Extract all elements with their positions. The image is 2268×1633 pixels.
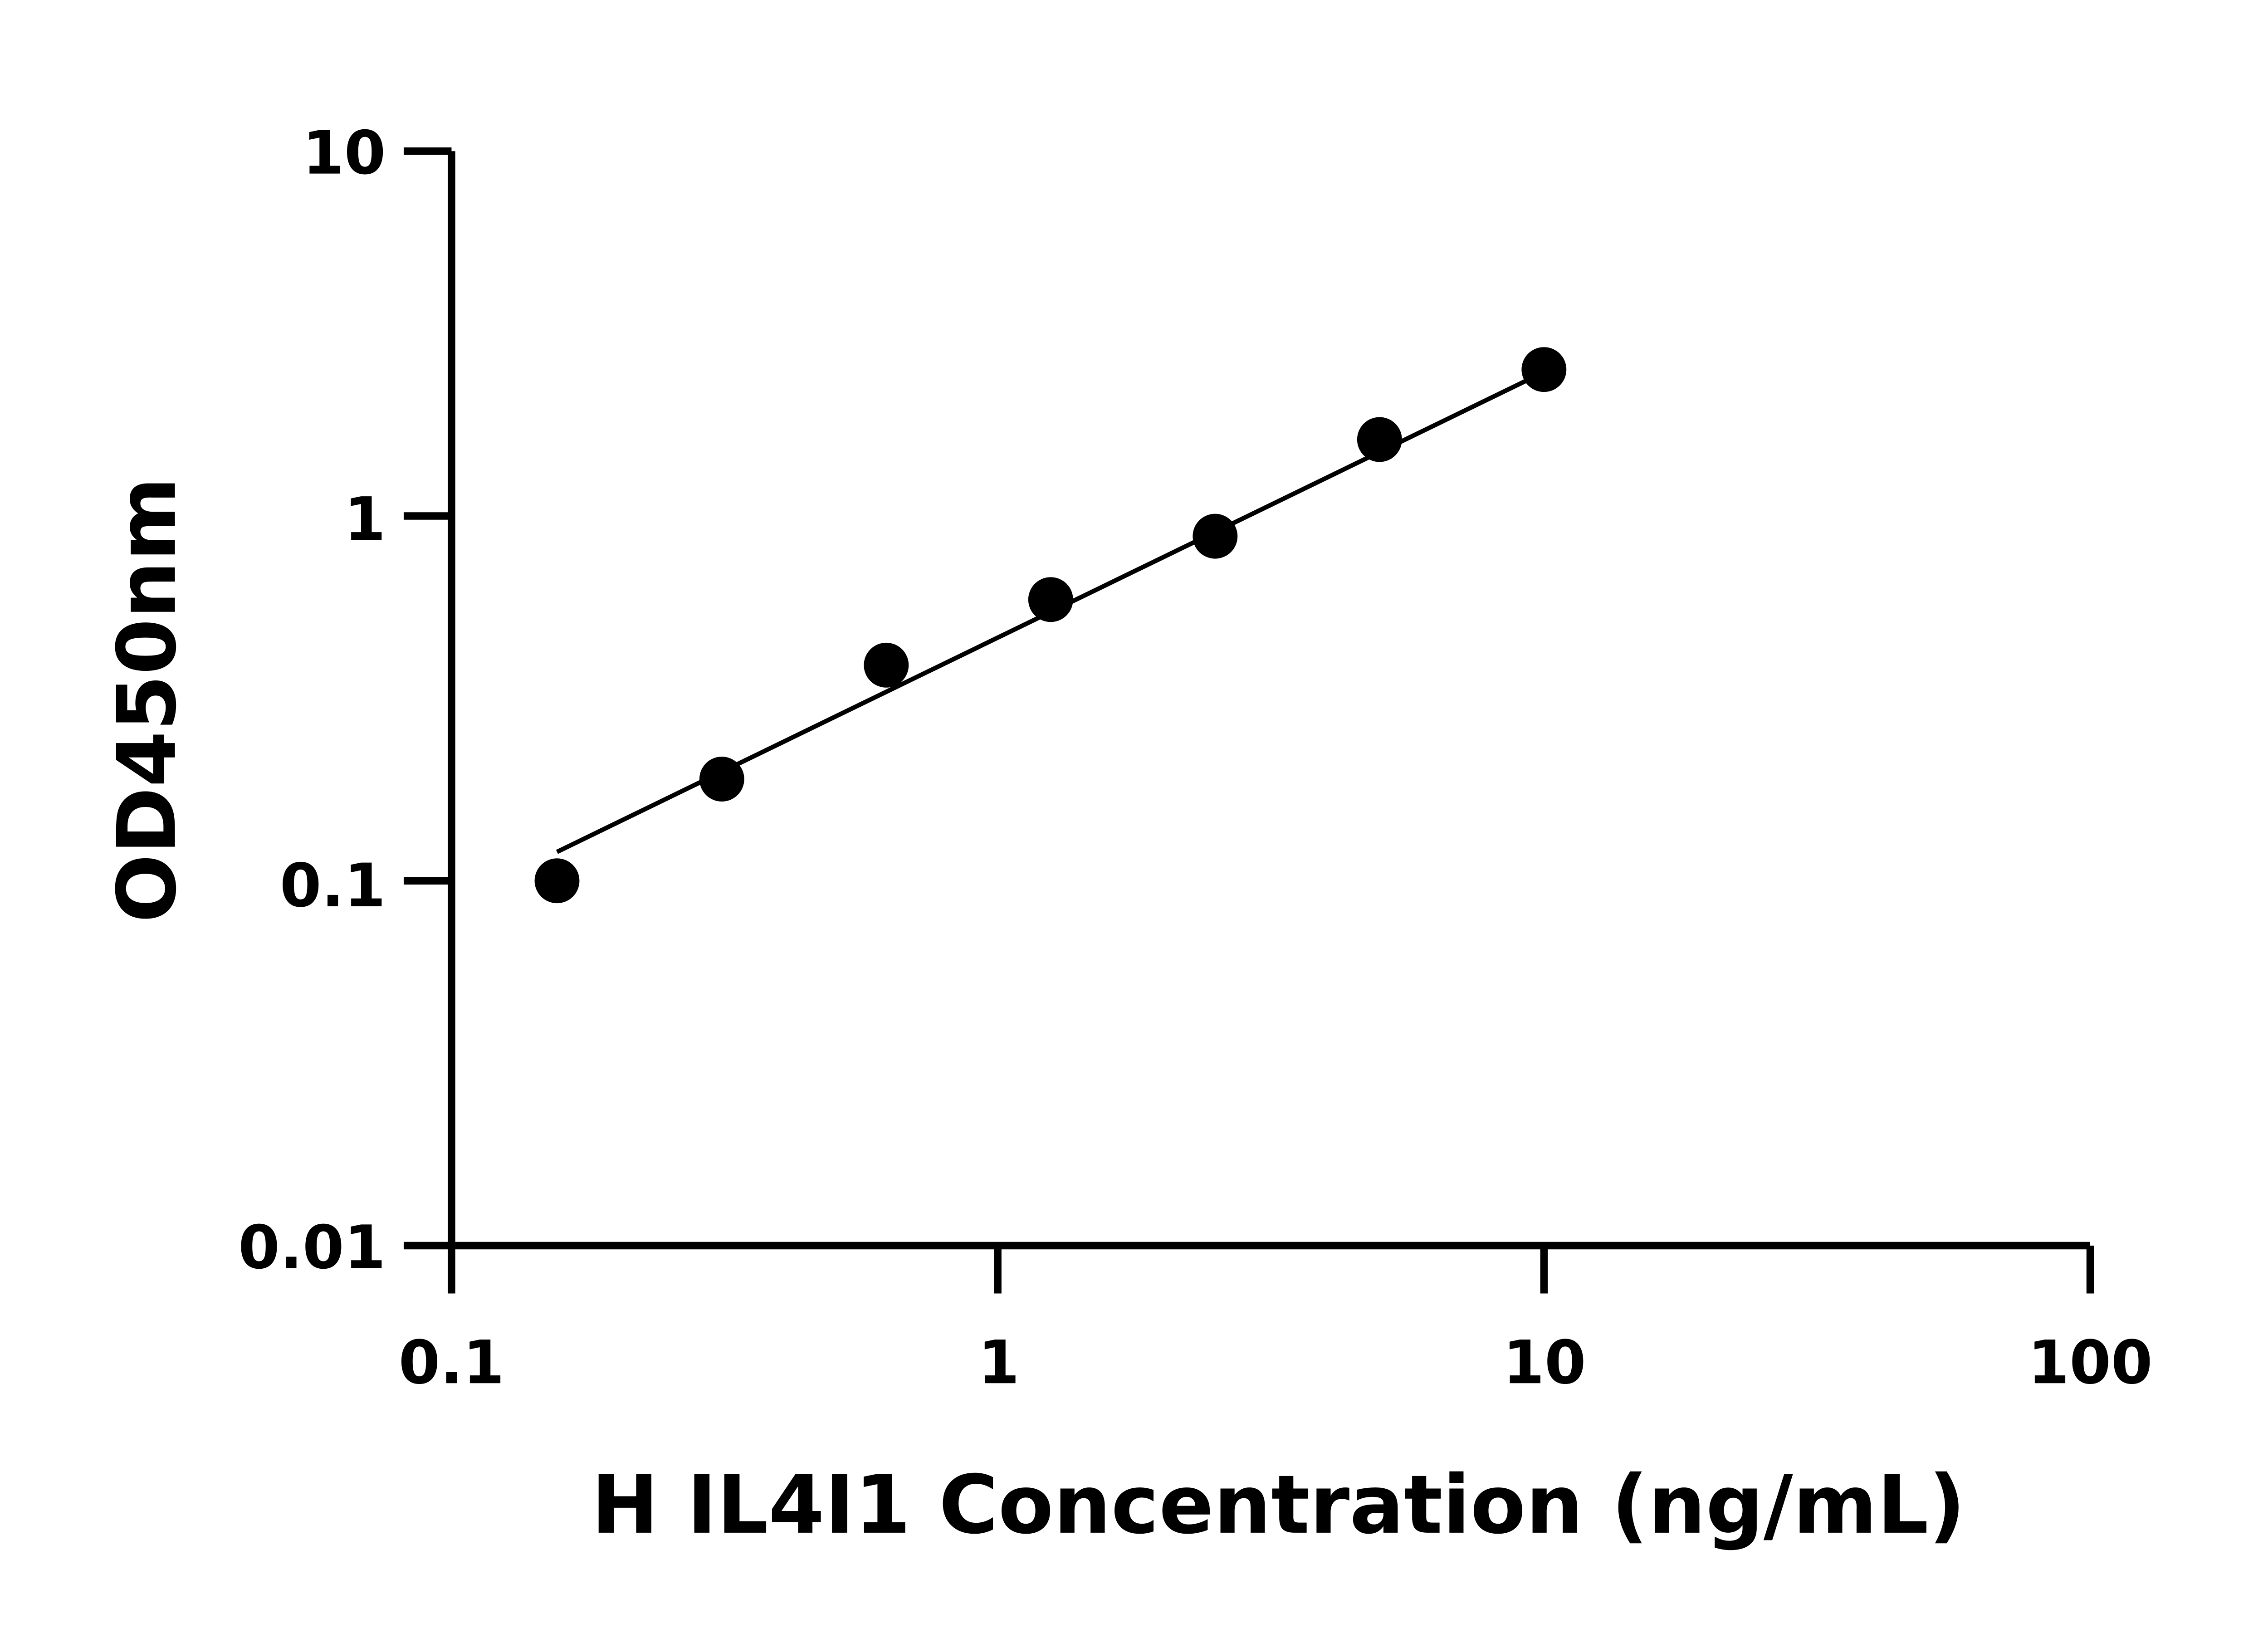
x-axis-label: H IL4I1 Concentration (ng/mL) xyxy=(591,1458,1965,1552)
y-tick-label: 0.1 xyxy=(280,851,386,921)
data-point xyxy=(1357,417,1402,462)
data-point xyxy=(699,757,744,802)
y-tick-label: 10 xyxy=(303,119,386,188)
x-tick-label: 1 xyxy=(978,1328,1020,1398)
data-point xyxy=(1521,347,1567,392)
data-point xyxy=(1028,577,1073,622)
y-axis-label: OD450nm xyxy=(100,477,194,923)
data-point xyxy=(864,642,909,688)
x-tick-label: 10 xyxy=(1503,1328,1586,1398)
x-tick-label: 100 xyxy=(2028,1328,2152,1398)
y-tick-label: 1 xyxy=(344,485,386,554)
data-point xyxy=(1193,513,1238,559)
data-points xyxy=(534,347,1567,904)
data-point xyxy=(534,858,580,904)
axes xyxy=(448,151,2091,1250)
y-tick-label: 0.01 xyxy=(238,1213,386,1282)
ticks xyxy=(403,147,2094,1294)
x-tick-label: 0.1 xyxy=(399,1328,505,1398)
